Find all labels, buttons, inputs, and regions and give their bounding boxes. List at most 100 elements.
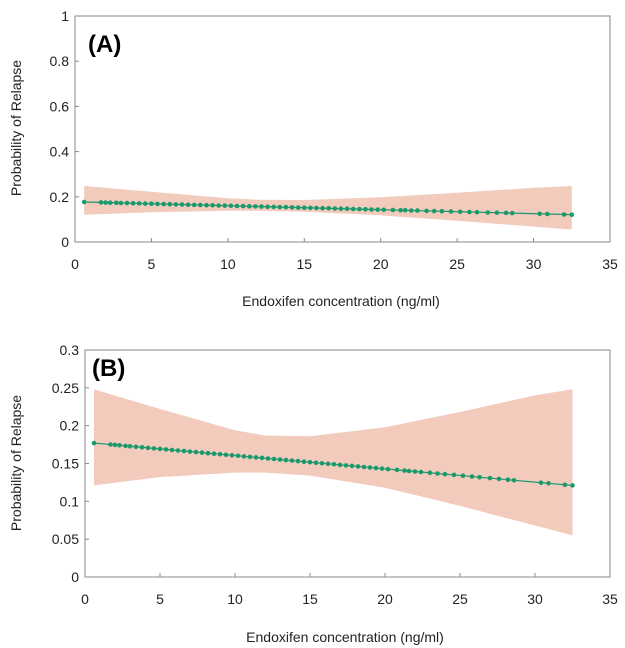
panel-b-data-point bbox=[418, 469, 424, 475]
panel-a-data-point bbox=[98, 200, 104, 205]
panel-b-data-point bbox=[355, 464, 361, 469]
panel-b-data-point bbox=[394, 467, 400, 473]
panel-a-data-point bbox=[402, 208, 408, 213]
panel-b-data-point bbox=[193, 449, 199, 455]
panel-a-data-point bbox=[103, 200, 108, 205]
panel-a-x-tick-label: 15 bbox=[296, 256, 312, 272]
panel-b-data-point bbox=[253, 455, 259, 460]
panel-b-data-point bbox=[151, 446, 157, 451]
panel-a-data-point bbox=[503, 210, 509, 216]
panel-a-data-point bbox=[210, 203, 215, 208]
panel-a-y-tick-label: 1 bbox=[61, 8, 69, 24]
panel-b-data-point bbox=[211, 451, 217, 457]
panel-b-data-point bbox=[289, 458, 295, 463]
panel-a-data-point bbox=[204, 202, 209, 208]
panel-b-x-tick-label: 20 bbox=[377, 591, 393, 607]
panel-a-data-point bbox=[155, 201, 160, 207]
panel-b-data-point bbox=[295, 458, 301, 464]
panel-b-data-point bbox=[487, 475, 493, 481]
panel-b-data-point bbox=[283, 457, 289, 463]
panel-b-x-tick-label: 0 bbox=[81, 591, 89, 607]
panel-a-data-point bbox=[247, 204, 252, 209]
panel-a-data-point bbox=[357, 206, 362, 212]
panel-b-data-point bbox=[145, 445, 151, 451]
panel-b-data-point bbox=[301, 459, 307, 465]
panel-b-data-point bbox=[367, 465, 373, 470]
panel-a-x-axis-title: Endoxifen concentration (ng/ml) bbox=[242, 293, 440, 309]
panel-a-y-tick-label: 0.8 bbox=[50, 53, 70, 69]
panel-a-data-point bbox=[173, 202, 179, 207]
panel-a-data-point bbox=[81, 199, 87, 205]
panel-b-data-point bbox=[127, 444, 133, 449]
panel-a-data-point bbox=[338, 206, 344, 211]
panel-a-x-tick-label: 35 bbox=[602, 256, 618, 272]
panel-a-data-point bbox=[467, 209, 472, 215]
panel-a-data-point bbox=[485, 210, 491, 215]
panel-b-y-tick-label: 0.25 bbox=[52, 380, 79, 396]
panel-a-data-point bbox=[424, 208, 429, 214]
panel-b-data-point bbox=[337, 462, 343, 468]
panel-b-data-point bbox=[451, 472, 457, 478]
panel-a-data-point bbox=[107, 200, 113, 205]
panel-b-plot: 0 5 10 15 20 25 30 35 0 0.05 0.1 0.15 0.2 0.25 0.3 bbox=[52, 342, 618, 607]
panel-b-data-point bbox=[379, 466, 385, 471]
panel-b-data-point bbox=[223, 452, 229, 458]
panel-a-data-point bbox=[222, 203, 228, 208]
panel-b-data-point bbox=[91, 440, 97, 446]
panel-b-data-point bbox=[373, 465, 379, 471]
panel-a-data-point bbox=[124, 200, 130, 206]
panel-b-data-point bbox=[570, 483, 575, 488]
panel-b-data-point bbox=[241, 454, 247, 459]
panel-a-tag: (A) bbox=[88, 31, 121, 58]
panel-b-data-point bbox=[477, 474, 482, 480]
panel-a-data-point bbox=[332, 206, 338, 211]
panel-b-data-point bbox=[133, 444, 139, 450]
panel-b-data-point bbox=[469, 474, 475, 479]
panel-a-data-point bbox=[130, 201, 136, 206]
panel-b-data-point bbox=[259, 455, 265, 461]
panel-b-data-point bbox=[538, 480, 544, 486]
panel-b-data-point bbox=[325, 461, 331, 467]
panel-b-data-point bbox=[235, 453, 241, 459]
panel-a-x-tick-label: 10 bbox=[220, 256, 236, 272]
panel-b-y-tick-label: 0.05 bbox=[52, 531, 79, 547]
panel-b-data-point bbox=[562, 482, 568, 488]
panel-b-x-tick-label: 15 bbox=[302, 591, 318, 607]
panel-b-data-point bbox=[331, 462, 337, 467]
panel-b-data-point bbox=[307, 459, 313, 465]
panel-a-data-point bbox=[295, 205, 301, 210]
panel-b-data-point bbox=[511, 478, 517, 483]
panel-a-data-point bbox=[167, 201, 173, 207]
panel-a-data-point bbox=[537, 211, 542, 217]
panel-a-data-point bbox=[216, 203, 221, 208]
panel-b-data-point bbox=[139, 445, 145, 450]
panel-b-y-tick-label: 0.2 bbox=[60, 418, 80, 434]
panel-a-data-point bbox=[457, 209, 463, 215]
panel-b-data-point bbox=[343, 463, 349, 468]
panel-b-data-point bbox=[112, 442, 118, 448]
panel-b-y-tick-label: 0.3 bbox=[60, 342, 80, 358]
panel-a-data-point bbox=[398, 207, 403, 213]
panel-b-data-point bbox=[402, 468, 407, 473]
panel-b-data-point bbox=[108, 442, 113, 447]
panel-a-data-point bbox=[314, 205, 319, 211]
panel-a-data-point bbox=[363, 207, 368, 212]
panel-a-data-point bbox=[320, 205, 325, 211]
panel-a-data-point bbox=[509, 210, 515, 216]
panel-a-data-point bbox=[185, 202, 191, 207]
panel-b-data-point bbox=[247, 454, 253, 460]
panel-a-data-point bbox=[431, 208, 437, 214]
panel-a-data-point bbox=[277, 204, 283, 210]
panel-a-data-point bbox=[259, 204, 264, 209]
panel-a-x-tick-label: 5 bbox=[148, 256, 156, 272]
panel-a-data-point bbox=[350, 206, 356, 212]
panel-a-y-tick-label: 0.4 bbox=[50, 144, 70, 160]
panel-a-data-point bbox=[390, 207, 396, 213]
panel-b-y-tick-label: 0 bbox=[71, 569, 79, 585]
panel-b-x-tick-label: 10 bbox=[227, 591, 243, 607]
panel-b-data-point bbox=[205, 450, 211, 456]
panel-b-data-point bbox=[427, 470, 433, 476]
panel-a-y-tick-label: 0.2 bbox=[50, 189, 70, 205]
panel-a-data-point bbox=[326, 206, 332, 211]
